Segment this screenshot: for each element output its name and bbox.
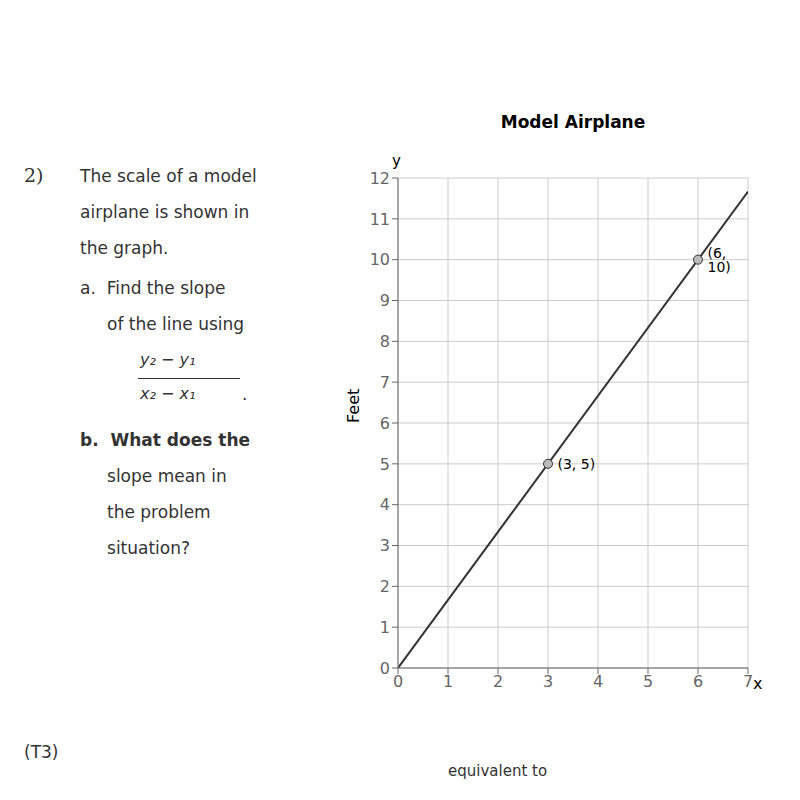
svg-text:6: 6	[380, 414, 390, 433]
html-text:(T3): (T3)	[24, 742, 59, 762]
svg-text:2: 2	[380, 577, 390, 596]
svg-text:7: 7	[743, 672, 753, 691]
html-text:slope mean in: slope mean in	[80, 466, 227, 486]
svg-text:5: 5	[643, 672, 653, 691]
svg-text:9: 9	[380, 291, 390, 310]
html-text:the graph.: the graph.	[80, 238, 169, 258]
svg-text:Feet: Feet	[344, 389, 363, 423]
svg-text:0: 0	[393, 672, 403, 691]
svg-text:(6,10): (6,10)	[708, 245, 731, 275]
svg-text:2: 2	[493, 672, 503, 691]
svg-text:x: x	[753, 674, 762, 693]
html-text:situation?: situation?	[80, 538, 190, 558]
svg-text:8: 8	[380, 332, 390, 351]
html-text:the problem: the problem	[80, 502, 211, 522]
html-text:a. Find the slope: a. Find the slope	[80, 278, 226, 298]
html-text:x₂ − x₁: x₂ − x₁	[140, 384, 196, 403]
svg-text:3: 3	[543, 672, 553, 691]
html-text:2): 2)	[24, 164, 44, 186]
svg-text:7: 7	[380, 373, 390, 392]
svg-text:6: 6	[693, 672, 703, 691]
html-text:y: y	[392, 152, 401, 170]
html-text:b. What does the: b. What does the	[80, 430, 250, 450]
svg-text:1: 1	[443, 672, 453, 691]
svg-text:4: 4	[380, 495, 390, 514]
html-text:The scale of a model: The scale of a model	[80, 166, 257, 186]
svg-text:0: 0	[380, 659, 390, 678]
svg-text:3: 3	[380, 536, 390, 555]
svg-text:5: 5	[380, 455, 390, 474]
html-text:of the line using: of the line using	[80, 314, 245, 334]
html-text:y₂ − y₁: y₂ − y₁	[140, 350, 196, 369]
svg-text:12: 12	[370, 169, 390, 188]
svg-text:10: 10	[370, 250, 390, 269]
svg-text:1: 1	[380, 618, 390, 637]
html-text:airplane is shown in: airplane is shown in	[80, 202, 250, 222]
html-text:equivalent to: equivalent to	[448, 762, 548, 780]
svg-text:(3, 5): (3, 5)	[558, 456, 596, 472]
svg-text:11: 11	[370, 210, 390, 229]
svg-text:4: 4	[593, 672, 603, 691]
html-text:Model Airplane: Model Airplane	[500, 112, 646, 132]
